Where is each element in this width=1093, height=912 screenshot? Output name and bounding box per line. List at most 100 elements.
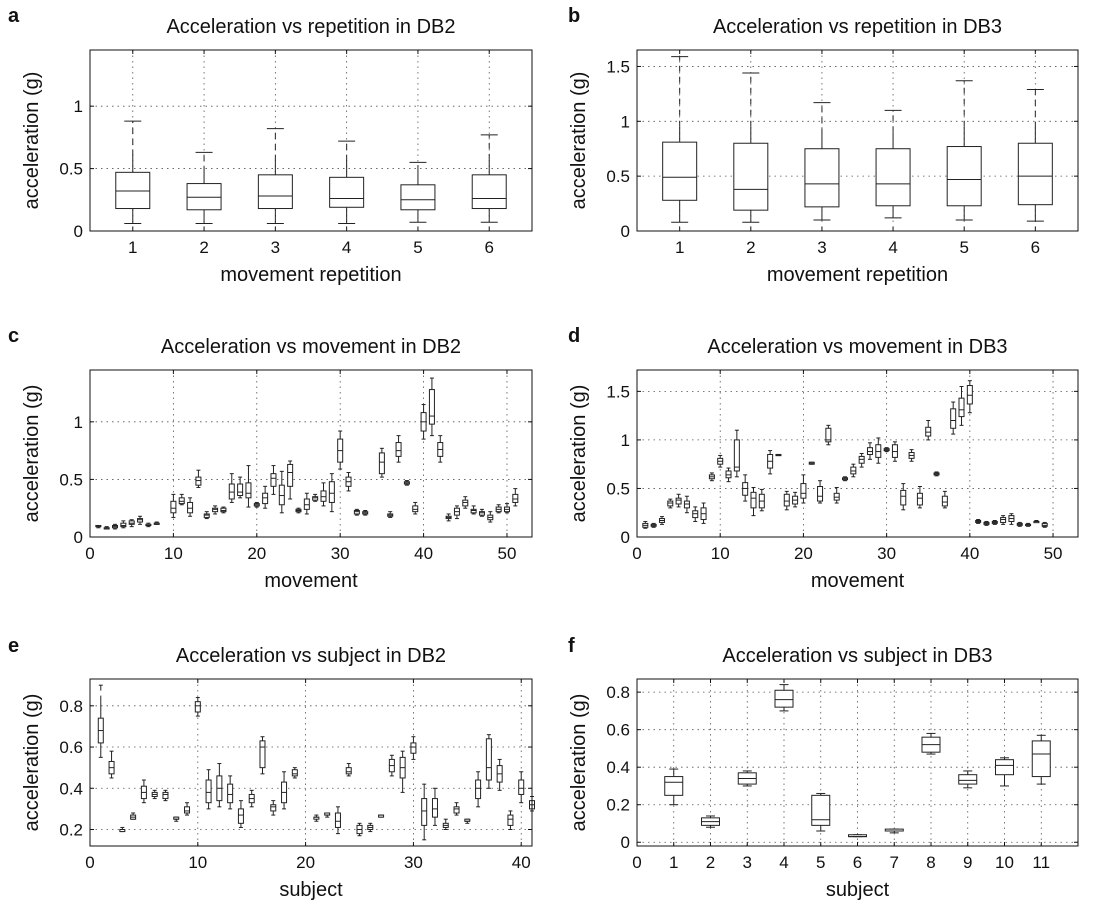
box-iqr xyxy=(958,774,978,785)
x-axis-label: subject xyxy=(826,879,890,901)
x-tick-label: 30 xyxy=(331,544,350,563)
box-iqr xyxy=(320,490,327,502)
box-34 xyxy=(453,802,460,816)
box-35 xyxy=(378,447,385,478)
box-30 xyxy=(883,447,890,453)
box-45 xyxy=(1008,513,1015,525)
box-23 xyxy=(825,424,832,446)
box-38 xyxy=(496,758,503,791)
box-42 xyxy=(437,435,444,463)
box-iqr xyxy=(428,389,435,425)
box-12 xyxy=(733,429,740,478)
box-iqr xyxy=(395,442,402,457)
box-iqr xyxy=(120,522,127,528)
panel-c: 0 10 20 30 40 50 0 0.5 1 Acceleration vs movement… xyxy=(8,325,533,592)
box-4 xyxy=(120,520,127,529)
box-2 xyxy=(701,815,720,828)
plot-area xyxy=(637,370,1078,537)
box-2 xyxy=(733,72,769,223)
box-34 xyxy=(916,486,923,509)
box-iqr xyxy=(811,794,831,826)
box-28 xyxy=(320,482,327,507)
box-iqr xyxy=(431,798,438,818)
box-36 xyxy=(387,511,394,518)
box-1 xyxy=(642,520,649,529)
box-31 xyxy=(421,783,428,841)
box-17 xyxy=(228,473,235,503)
box-iqr xyxy=(227,783,234,804)
box-16 xyxy=(259,736,266,775)
box-iqr xyxy=(115,171,151,210)
box-2 xyxy=(186,151,222,225)
box-41 xyxy=(975,519,982,524)
panel-label: d xyxy=(568,325,580,347)
box-14 xyxy=(750,486,757,517)
box-46 xyxy=(470,505,477,515)
box-1 xyxy=(97,684,104,758)
x-tick-label: 30 xyxy=(877,544,896,563)
x-tick-label: 3 xyxy=(817,238,826,257)
x-tick-label: 10 xyxy=(188,853,207,872)
y-tick-label: 0.5 xyxy=(606,479,630,498)
box-9 xyxy=(958,770,978,789)
box-iqr xyxy=(178,497,185,505)
chart-title: Acceleration vs movement in DB2 xyxy=(161,336,461,358)
box-iqr xyxy=(733,142,769,211)
box-24 xyxy=(833,486,840,504)
y-axis-label: acceleration (g) xyxy=(568,694,590,832)
box-iqr xyxy=(257,174,293,210)
box-28 xyxy=(866,442,873,460)
box-iqr xyxy=(453,806,460,814)
x-tick-label: 2 xyxy=(706,853,715,872)
box-40 xyxy=(518,771,525,804)
x-tick-label: 5 xyxy=(413,238,422,257)
box-4 xyxy=(774,684,794,712)
box-2 xyxy=(108,750,115,779)
axes-frame xyxy=(89,49,533,232)
box-8 xyxy=(700,502,707,524)
box-iqr xyxy=(128,520,135,525)
box-49 xyxy=(1041,521,1048,528)
box-39 xyxy=(412,501,419,515)
box-30 xyxy=(337,430,344,470)
box-25 xyxy=(842,476,849,482)
box-iqr xyxy=(946,146,982,207)
box-38 xyxy=(403,480,410,486)
box-37 xyxy=(941,490,948,509)
box-iqr xyxy=(664,776,684,796)
box-33 xyxy=(908,449,915,462)
box-iqr xyxy=(270,804,277,812)
x-tick-label: 4 xyxy=(342,238,351,257)
box-20 xyxy=(253,501,260,508)
box-35 xyxy=(925,419,932,441)
box-31 xyxy=(345,472,352,492)
box-3 xyxy=(119,826,126,833)
box-23 xyxy=(334,806,341,835)
box-15 xyxy=(758,488,765,512)
chart-title: Acceleration vs repetition in DB3 xyxy=(713,16,1002,38)
box-43 xyxy=(445,513,452,522)
y-axis-label: acceleration (g) xyxy=(21,72,43,210)
box-31 xyxy=(891,441,898,462)
box-iqr xyxy=(212,507,219,513)
x-tick-label: 4 xyxy=(888,238,897,257)
x-tick-label: 9 xyxy=(963,853,972,872)
box-29 xyxy=(875,437,882,464)
box-iqr xyxy=(507,814,514,826)
box-iqr xyxy=(478,511,485,516)
axes-frame xyxy=(89,369,533,538)
box-32 xyxy=(431,787,438,826)
x-tick-label: 11 xyxy=(1032,853,1050,872)
x-tick-label: 0 xyxy=(632,853,641,872)
box-22 xyxy=(270,465,277,495)
box-29 xyxy=(399,750,406,793)
box-3 xyxy=(804,102,840,221)
y-tick-label: 0 xyxy=(621,528,630,547)
box-21 xyxy=(808,461,815,465)
panel-label: b xyxy=(568,5,580,27)
box-iqr xyxy=(237,808,244,824)
box-5 xyxy=(946,80,982,221)
x-axis-label: subject xyxy=(279,879,343,901)
x-tick-label: 0 xyxy=(85,853,94,872)
